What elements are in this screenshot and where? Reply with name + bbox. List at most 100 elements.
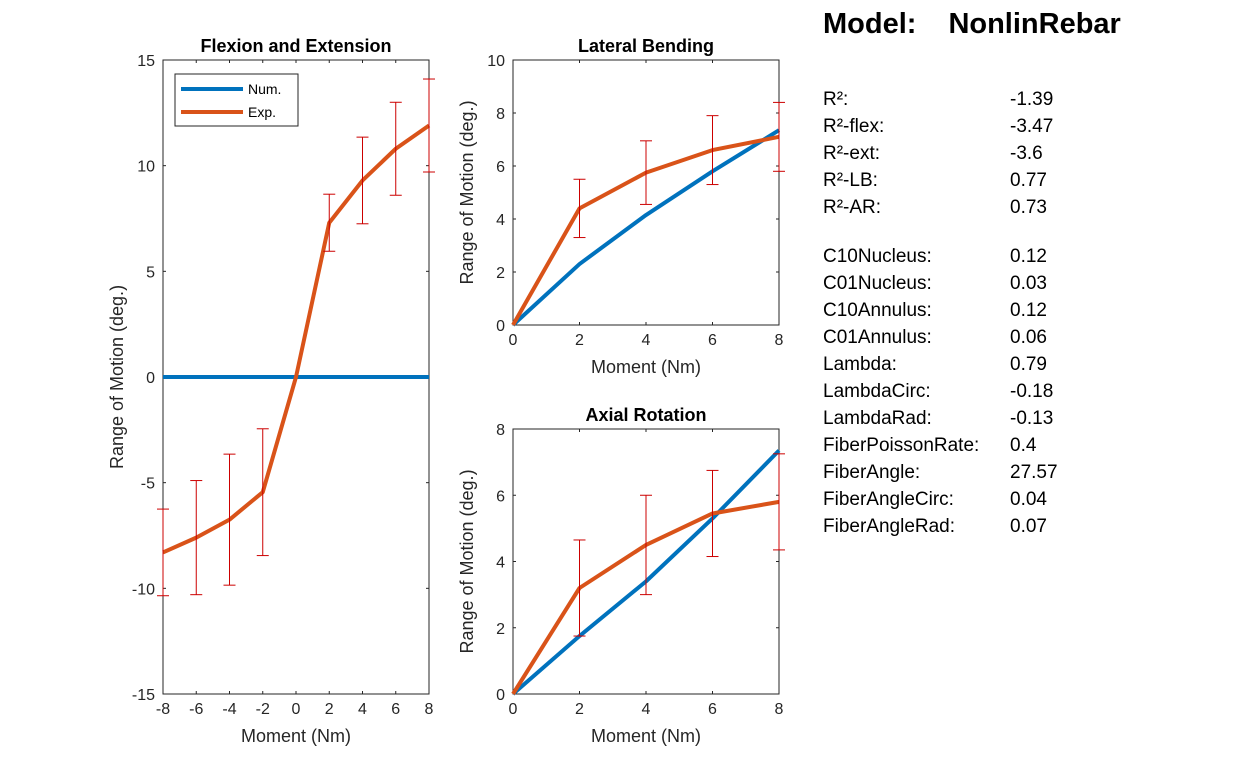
param-value: -3.6	[1010, 143, 1043, 164]
y-tick-label: 5	[146, 264, 155, 281]
param-name: LambdaRad:	[823, 408, 932, 429]
error-bar	[423, 78, 435, 173]
y-tick-label: 4	[496, 212, 505, 229]
param-value: 0.77	[1010, 170, 1047, 191]
chart-title: Axial Rotation	[585, 405, 706, 425]
param-value: -1.39	[1010, 89, 1054, 110]
param-value: -3.47	[1010, 116, 1054, 137]
x-axis-label: Moment (Nm)	[591, 357, 701, 377]
param-value: 0.12	[1010, 246, 1047, 267]
x-axis-label: Moment (Nm)	[591, 726, 701, 746]
y-tick-label: 0	[146, 370, 155, 387]
x-tick-label: 4	[642, 332, 651, 349]
series-line-exp	[162, 123, 431, 555]
x-tick-label: 0	[509, 701, 518, 718]
error-bar	[356, 136, 369, 225]
legend: Num. Exp.	[174, 73, 299, 127]
error-bar	[640, 140, 652, 205]
y-tick-label: -5	[141, 476, 155, 493]
param-name: C10Nucleus:	[823, 246, 932, 267]
param-name: C01Annulus:	[823, 327, 932, 348]
param-value: 0.79	[1010, 354, 1047, 375]
x-tick-label: -2	[256, 701, 270, 718]
error-bar	[190, 480, 203, 596]
error-bar	[573, 178, 586, 239]
param-value: 0.4	[1010, 435, 1037, 456]
y-axis-label: Range of Motion (deg.)	[457, 100, 477, 284]
error-bar	[323, 193, 336, 252]
error-bar	[706, 115, 719, 186]
param-name: FiberAngleCirc:	[823, 489, 954, 510]
param-value: 0.12	[1010, 300, 1047, 321]
error-bar	[256, 428, 269, 557]
y-tick-label: 8	[496, 106, 505, 123]
legend-label: Num.	[248, 81, 281, 97]
y-tick-label: 6	[496, 488, 505, 505]
x-tick-label: 0	[509, 332, 518, 349]
chart-title: Lateral Bending	[578, 36, 714, 56]
x-tick-label: 4	[358, 701, 367, 718]
x-tick-label: 6	[391, 701, 400, 718]
param-value: 0.06	[1010, 327, 1047, 348]
x-tick-label: -4	[222, 701, 236, 718]
y-tick-label: -10	[132, 581, 155, 598]
error-bar	[157, 508, 169, 597]
error-bar	[223, 453, 236, 586]
x-tick-label: 6	[708, 701, 717, 718]
param-name: FiberAngle:	[823, 462, 921, 483]
y-tick-label: 2	[496, 265, 505, 282]
y-tick-label: 8	[496, 422, 505, 439]
param-name: R²-flex:	[823, 116, 885, 137]
param-value: 0.04	[1010, 489, 1047, 510]
x-tick-label: 0	[292, 701, 301, 718]
param-name: R²-ext:	[823, 143, 880, 164]
model-heading: Model: NonlinRebar	[823, 8, 1121, 41]
x-tick-label: -8	[156, 701, 170, 718]
chart-3: 0 2 4 6 8 0 2 4 6 8 Axial Rotation Moment (Nm) Range…	[457, 405, 785, 746]
param-name: FiberPoissonRate:	[823, 435, 980, 456]
y-tick-label: 2	[496, 621, 505, 638]
error-bar	[640, 494, 652, 596]
error-bar	[389, 101, 402, 196]
param-name: C01Nucleus:	[823, 273, 932, 294]
y-tick-label: 4	[496, 555, 505, 572]
error-bar	[706, 469, 719, 558]
x-tick-label: 4	[642, 701, 651, 718]
param-value: 0.07	[1010, 516, 1047, 537]
param-value: -0.18	[1010, 381, 1054, 402]
param-name: R²:	[823, 89, 849, 110]
error-bar	[573, 539, 586, 637]
y-axis-label: Range of Motion (deg.)	[457, 469, 477, 653]
y-tick-label: 6	[496, 159, 505, 176]
x-tick-label: 2	[325, 701, 334, 718]
y-tick-label: 10	[487, 53, 505, 70]
y-tick-label: 15	[137, 53, 155, 70]
x-tick-label: 2	[575, 332, 584, 349]
param-name: C10Annulus:	[823, 300, 932, 321]
x-tick-label: 8	[425, 701, 434, 718]
legend-label: Exp.	[248, 104, 276, 120]
param-value: 0.03	[1010, 273, 1047, 294]
param-name: Lambda:	[823, 354, 897, 375]
x-tick-label: 6	[708, 332, 717, 349]
y-axis-label: Range of Motion (deg.)	[107, 285, 127, 469]
model-value: NonlinRebar	[948, 8, 1121, 40]
y-tick-label: -15	[132, 687, 155, 704]
error-bar	[773, 453, 785, 551]
series-line-num	[511, 128, 781, 327]
param-name: R²-AR:	[823, 197, 882, 218]
x-axis-label: Moment (Nm)	[241, 726, 351, 746]
error-bar	[773, 101, 785, 172]
param-value: 27.57	[1010, 462, 1058, 483]
param-value: -0.13	[1010, 408, 1054, 429]
param-value: 0.73	[1010, 197, 1047, 218]
chart-1: -8 -6 -4 -2 0 2 4 6 8 -15 -10 -5 0 5 10 15 Flexion and E…	[107, 36, 435, 746]
param-name: R²-LB:	[823, 170, 878, 191]
y-tick-label: 10	[137, 159, 155, 176]
y-tick-label: 0	[496, 318, 505, 335]
legend-box	[174, 73, 299, 127]
chart-title: Flexion and Extension	[200, 36, 391, 56]
x-tick-label: 2	[575, 701, 584, 718]
chart-2: 0 2 4 6 8 0 2 4 6 8 10 Lateral Bending Moment (Nm) Ra…	[457, 36, 785, 377]
